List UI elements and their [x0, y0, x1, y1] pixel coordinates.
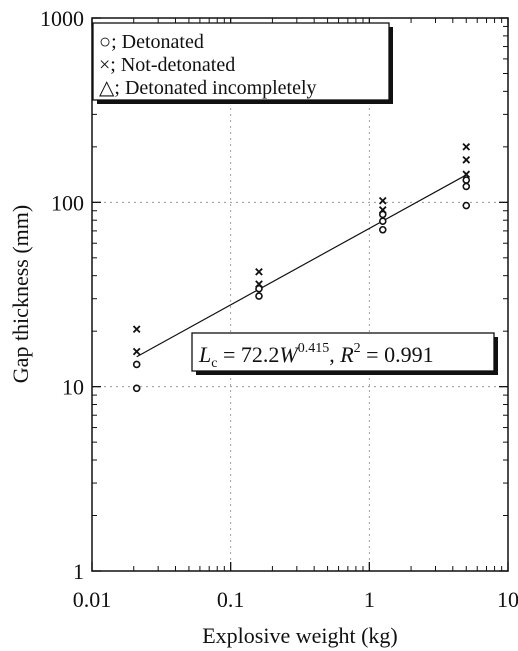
not-detonated-point: [255, 280, 263, 288]
eq-lhs: L: [198, 342, 211, 367]
cross-stroke: [378, 206, 387, 214]
x-axis-label: Explosive weight (kg): [202, 623, 398, 648]
legend-label-not-detonated: ; Not-detonated: [110, 54, 235, 76]
not-detonated-point: [132, 325, 141, 334]
not-detonated-point: [378, 206, 387, 214]
cross-stroke: [255, 280, 263, 288]
y-tick-label: 100: [51, 190, 84, 215]
not-detonated-point: [462, 156, 471, 164]
cross-stroke: [132, 325, 141, 334]
eq-coefficient: = 72.2: [217, 342, 279, 367]
y-axis-label: Gap thickness (mm): [8, 205, 33, 383]
legend: ○; Detonated ×; Not-detonated △; Detonat…: [92, 22, 393, 104]
cross-stroke: [462, 156, 471, 164]
detonated-point: [255, 292, 263, 300]
not-detonated-point: [462, 170, 471, 179]
not-detonated-point: [255, 267, 263, 276]
legend-label-detonated-incompletely: ; Detonated incompletely: [114, 77, 316, 99]
not-detonated-point: [462, 143, 471, 151]
not-detonated-point: [378, 196, 387, 205]
circle-marker-icon: ○: [99, 31, 111, 53]
eq-separator: ,: [329, 342, 340, 367]
eq-r: R: [339, 342, 354, 367]
detonated-point: [378, 217, 387, 226]
detonated-point: [462, 182, 471, 191]
not-detonated-point: [132, 347, 141, 356]
eq-exponent: 0.415: [298, 341, 330, 356]
fit-equation: Lc = 72.2W0.415, R2 = 0.991: [191, 332, 498, 375]
cross-stroke: [378, 196, 387, 205]
legend-entry-not-detonated: ×; Not-detonated: [99, 54, 235, 76]
x-tick-label: 1: [364, 587, 375, 612]
detonated-point: [462, 201, 471, 210]
cross-marker-icon: ×: [99, 54, 110, 76]
detonated-point: [132, 384, 141, 393]
legend-box: [92, 22, 390, 101]
equation-box: [191, 332, 495, 372]
legend-label-detonated: ; Detonated: [111, 31, 204, 53]
x-tick-label: 10: [497, 587, 518, 612]
tick-marks: [91, 17, 509, 572]
cross-stroke: [132, 347, 141, 356]
y-tick-label: 10: [62, 375, 84, 400]
detonated-point: [255, 284, 263, 293]
cross-stroke: [462, 170, 471, 179]
y-tick-label: 1000: [40, 6, 84, 31]
legend-entry-detonated-incompletely: △; Detonated incompletely: [99, 77, 317, 99]
detonated-point: [132, 360, 141, 369]
triangle-marker-icon: △: [99, 77, 115, 99]
x-tick-label: 0.1: [217, 587, 245, 612]
cross-stroke: [462, 143, 471, 151]
cross-stroke: [255, 267, 263, 276]
grid-lines: [92, 18, 508, 571]
eq-lhs-sub: c: [211, 356, 217, 371]
tick-labels: 0.01 0.1 1 10 1 10 100 1000: [40, 6, 518, 612]
detonated-point: [378, 225, 387, 234]
detonated-point: [378, 210, 387, 219]
equation-text: Lc = 72.2W0.415, R2 = 0.991: [198, 341, 434, 371]
y-tick-label: 1: [73, 559, 84, 584]
data-points: [132, 143, 471, 393]
fit-line: [136, 174, 467, 358]
eq-r-sup: 2: [354, 341, 361, 356]
detonated-point: [462, 176, 471, 184]
eq-r-value: = 0.991: [361, 342, 434, 367]
eq-variable: W: [279, 342, 299, 367]
legend-entry-detonated: ○; Detonated: [99, 31, 204, 53]
x-tick-label: 0.01: [73, 587, 112, 612]
plot-frame: [91, 17, 509, 572]
